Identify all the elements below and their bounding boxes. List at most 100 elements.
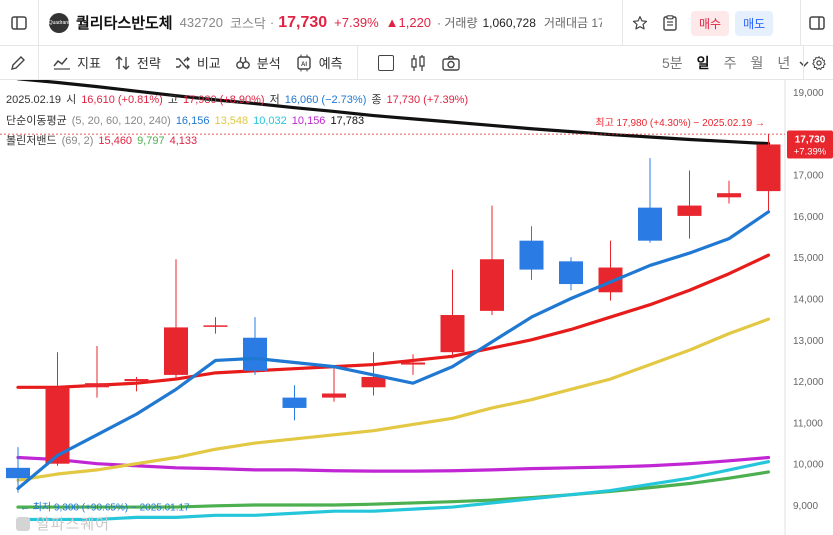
- legend-high: 17,980 (+8.90%): [182, 94, 265, 106]
- clipboard-icon[interactable]: [657, 0, 683, 46]
- candle-body: [6, 467, 30, 479]
- ma120-value: 10,156: [291, 115, 326, 127]
- y-tick-label: 14,000: [793, 295, 824, 306]
- divider: [800, 0, 801, 46]
- bb-label: 볼린저밴드: [6, 135, 57, 147]
- camera-icon: [441, 55, 460, 71]
- period-year[interactable]: 년: [777, 55, 791, 71]
- y-tick-label: 15,000: [793, 253, 824, 264]
- ma240-line: [16, 80, 771, 146]
- strategy-button[interactable]: 전략: [115, 53, 161, 72]
- candle-body: [559, 261, 583, 285]
- square-icon[interactable]: [377, 54, 394, 71]
- y-tick-label: 10,000: [793, 460, 824, 471]
- divider: [356, 45, 358, 80]
- candle-body: [322, 393, 346, 398]
- sell-button[interactable]: 매도: [735, 10, 774, 36]
- pencil-icon: [11, 55, 25, 70]
- legend-close: 17,730 (+7.39%): [386, 94, 469, 106]
- price-separator: ·: [269, 15, 275, 30]
- ma60-line: [16, 460, 771, 522]
- analysis-icon: [235, 56, 250, 69]
- low-annotation: ← 최저 9,300 (+90.65%) − 2025.01.17: [20, 502, 190, 514]
- panel-toggle-icon[interactable]: [801, 0, 833, 46]
- candle-body: [164, 327, 188, 375]
- candle-body: [638, 207, 662, 241]
- candle-body: [756, 144, 781, 192]
- candle-body: [480, 259, 504, 311]
- last-change-text: +7.39%: [794, 146, 827, 157]
- svg-text:AI: AI: [301, 62, 307, 68]
- ma-label: 단순이동평균: [6, 115, 67, 127]
- stock-name[interactable]: 퀄리타스반도체: [76, 15, 173, 32]
- watermark: 알파스퀘어: [16, 513, 110, 534]
- candle-body: [519, 240, 544, 270]
- y-tick-label: 11,000: [793, 418, 823, 429]
- chart-toolbar: 지표 전략 비교 분석 AI 예측 5분 일 주 월: [0, 45, 833, 80]
- y-tick-label: 9,000: [793, 501, 818, 512]
- shuffle-icon: [175, 56, 190, 69]
- indicator-button[interactable]: 지표: [53, 53, 101, 72]
- company-logo: Quadrant: [48, 12, 70, 33]
- header-bar: Quadrant 퀄리타스반도체 432720 코스닥 · 17,730 +7.…: [0, 0, 833, 46]
- price-chart[interactable]: 9,000 10,000 11,000 12,000 13,000 14,000 15,00…: [0, 80, 833, 535]
- last-price-badge: [787, 130, 833, 159]
- ohlc-legend: 2025.02.19 시 16,610 (+0.81%) 고 17,980 (+8.90…: [6, 91, 473, 107]
- strategy-icon: [115, 55, 130, 70]
- ma60-value: 10,032: [253, 115, 287, 127]
- buy-button[interactable]: 매수: [691, 10, 730, 36]
- header-right: [800, 0, 833, 46]
- ma240-value: 17,783: [330, 115, 365, 127]
- current-price: 17,730: [278, 13, 328, 31]
- legend-close-label: 종: [371, 94, 382, 106]
- forecast-label: 예측: [318, 56, 343, 71]
- candle-body: [440, 315, 465, 353]
- divider: [38, 45, 39, 80]
- candle-body: [677, 205, 702, 216]
- period-day[interactable]: 일: [696, 55, 710, 71]
- candle-body: [124, 379, 149, 382]
- last-price-text: 17,730: [795, 134, 826, 145]
- change-amount: ▲1,220: [385, 15, 432, 30]
- ma-params: (5, 20, 60, 120, 240): [71, 115, 171, 127]
- bb-legend[interactable]: 볼린저밴드 (69, 2) 15,460 9,797 4,133: [6, 132, 202, 148]
- candle-type-button[interactable]: [410, 54, 426, 72]
- analysis-button[interactable]: 분석: [235, 53, 281, 72]
- bb-lower-value: 4,133: [169, 135, 198, 147]
- gear-icon[interactable]: [803, 46, 833, 80]
- divider: [622, 0, 623, 46]
- legend-low: 16,060 (−2.73%): [284, 94, 367, 106]
- draw-tool[interactable]: [10, 55, 26, 71]
- high-annotation: 최고 17,980 (+4.30%) − 2025.02.19 →: [595, 117, 765, 129]
- legend-open-label: 시: [66, 94, 77, 106]
- candle-body: [717, 193, 741, 198]
- stock-code: 432720: [179, 15, 223, 30]
- bb-mid-value: 15,460: [98, 135, 133, 147]
- screenshot-button[interactable]: [441, 55, 460, 71]
- chevron-down-icon[interactable]: [799, 55, 809, 71]
- ma-legend[interactable]: 단순이동평균 (5, 20, 60, 120, 240) 16,156 13,548 1…: [6, 112, 369, 128]
- logo-text: Quadrant: [48, 19, 70, 26]
- candlestick-icon: [410, 54, 425, 71]
- bb-upper-value: 9,797: [137, 135, 165, 147]
- analysis-label: 분석: [256, 56, 281, 71]
- ma5-value: 16,156: [175, 115, 210, 127]
- compare-label: 비교: [196, 56, 221, 71]
- candle-body: [282, 397, 307, 408]
- compare-button[interactable]: 비교: [175, 53, 221, 72]
- indicator-icon: [53, 57, 70, 70]
- change-percent: +7.39%: [334, 15, 379, 30]
- alpha-square-icon: [16, 517, 30, 531]
- strategy-label: 전략: [136, 56, 161, 71]
- ma5-line: [16, 210, 771, 491]
- period-week[interactable]: 주: [723, 55, 737, 71]
- ma20-line: [16, 317, 771, 482]
- star-icon[interactable]: [623, 0, 657, 46]
- period-5min[interactable]: 5분: [662, 55, 683, 71]
- forecast-button[interactable]: AI 예측: [295, 53, 343, 72]
- ai-chip-icon: AI: [296, 54, 311, 71]
- period-month[interactable]: 월: [750, 55, 764, 71]
- candle-body: [85, 383, 109, 388]
- sidebar-toggle-icon[interactable]: [0, 0, 38, 46]
